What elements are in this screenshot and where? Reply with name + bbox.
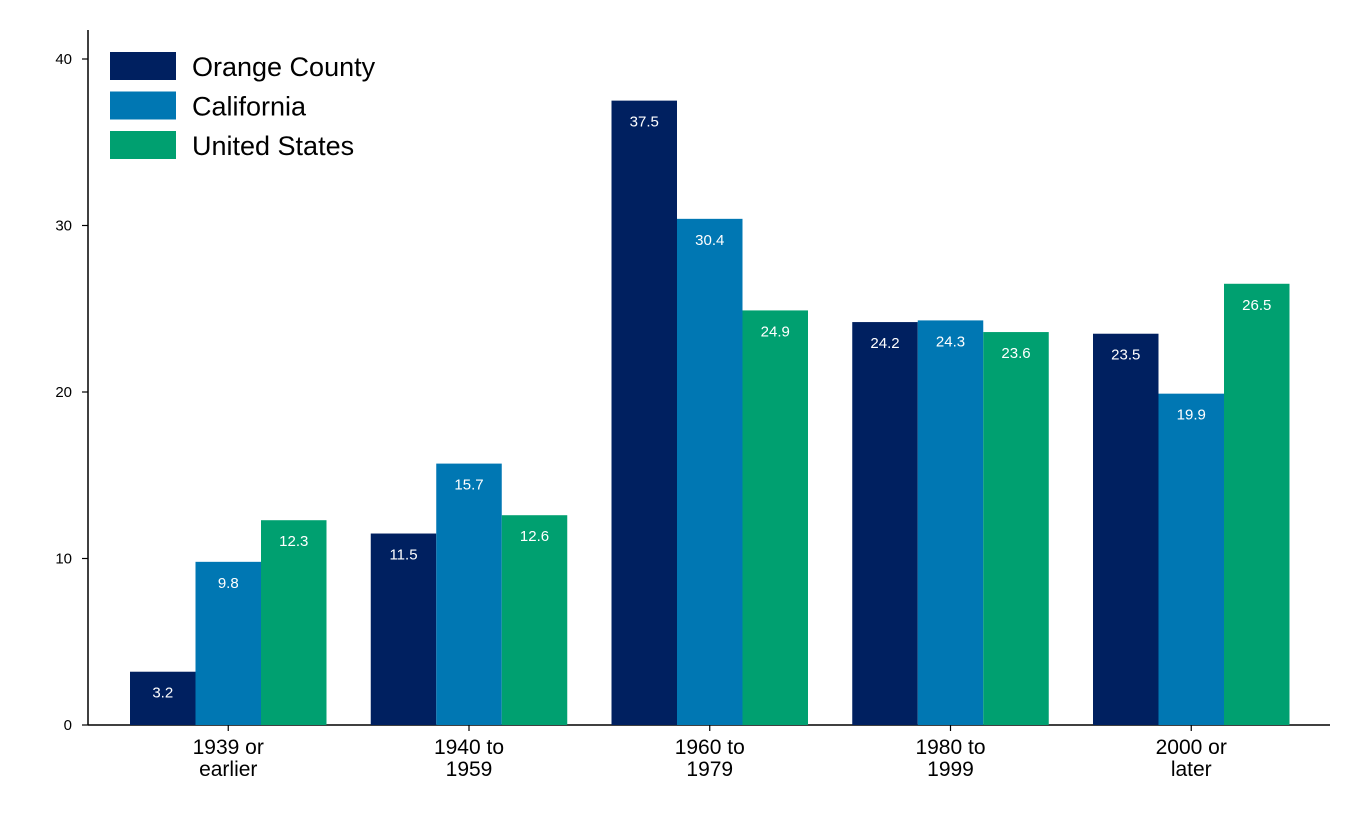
x-tick-label: 1960 to — [675, 736, 745, 759]
bar-value-label: 37.5 — [630, 114, 659, 131]
bar-united-states — [1224, 283, 1290, 725]
bar-orange-county — [130, 671, 196, 725]
y-tick-label: 20 — [55, 384, 72, 401]
x-tick-label: 1939 or — [193, 736, 264, 759]
legend-swatch — [110, 52, 176, 80]
bar-value-label: 15.7 — [454, 477, 483, 494]
bar-california — [1158, 393, 1224, 725]
bar-value-label: 24.3 — [936, 333, 965, 350]
bar-value-label: 11.5 — [389, 547, 417, 564]
bar-value-label: 9.8 — [218, 575, 239, 592]
legend-swatch — [110, 131, 176, 159]
x-tick-label: 1980 to — [915, 736, 985, 759]
x-tick-label: 2000 or — [1156, 736, 1227, 759]
bar-value-label: 23.5 — [1111, 347, 1140, 364]
x-tick-label: 1940 to — [434, 736, 504, 759]
legend-label: United States — [192, 131, 354, 161]
bar-value-label: 19.9 — [1177, 407, 1206, 424]
bar-orange-county — [1093, 333, 1159, 725]
bar-united-states — [742, 310, 808, 725]
bar-value-label: 24.9 — [761, 323, 790, 340]
bar-california — [195, 561, 261, 725]
bar-value-label: 23.6 — [1001, 345, 1030, 362]
bar-value-label: 26.5 — [1242, 297, 1271, 314]
bars — [130, 100, 1290, 725]
x-tick-label: later — [1171, 758, 1212, 781]
x-tick-label: earlier — [199, 758, 257, 781]
bar-california — [917, 320, 984, 725]
bar-california — [436, 463, 502, 725]
bar-value-label: 3.2 — [152, 685, 173, 702]
bar-value-label: 24.2 — [870, 335, 899, 352]
bar-value-label: 30.4 — [695, 232, 724, 249]
bar-labels: 3.2 9.8 12.3 11.5 15.7 12.6 37.5 30.4 24.9 24.2 24… — [152, 114, 1271, 702]
x-tick-label: 1999 — [927, 758, 974, 781]
bar-california — [677, 218, 743, 725]
bar-orange-county — [370, 533, 437, 725]
bar-value-label: 12.3 — [279, 533, 308, 550]
x-axis — [88, 724, 1330, 731]
legend: Orange County California United States — [110, 52, 376, 161]
y-tick-label: 0 — [64, 717, 72, 734]
x-tick-label: 1979 — [686, 758, 733, 781]
legend-label: California — [192, 92, 307, 122]
bar-united-states — [261, 520, 327, 725]
y-axis: 0 10 20 30 40 — [55, 30, 89, 734]
y-tick-label: 30 — [55, 218, 72, 235]
y-tick-label: 10 — [55, 551, 72, 568]
bar-united-states — [983, 332, 1049, 725]
bar-orange-county — [852, 322, 918, 725]
legend-swatch — [110, 91, 176, 120]
bar-united-states — [501, 515, 568, 725]
bar-orange-county — [611, 100, 677, 725]
legend-label: Orange County — [192, 52, 376, 82]
bar-value-label: 12.6 — [520, 528, 549, 545]
x-tick-label: 1959 — [446, 758, 493, 781]
y-tick-label: 40 — [55, 51, 72, 68]
